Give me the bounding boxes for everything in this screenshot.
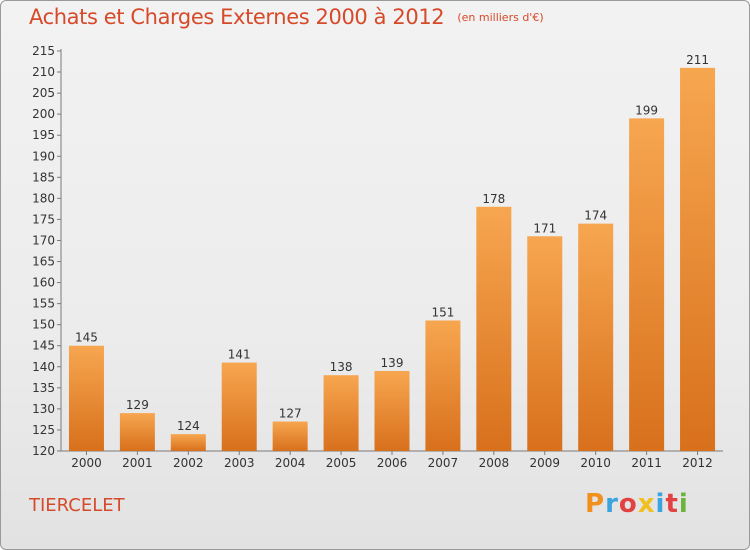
data-label-2002: 124 xyxy=(177,419,200,433)
y-tick-label: 165 xyxy=(32,255,55,269)
y-tick-label: 175 xyxy=(32,212,55,226)
bar-2011 xyxy=(629,118,665,452)
bar-2001 xyxy=(119,413,155,451)
y-tick-label: 185 xyxy=(32,170,55,184)
chart-title: Achats et Charges Externes 2000 à 2012 (… xyxy=(29,5,544,29)
y-tick-label: 125 xyxy=(32,423,55,437)
y-tick-label: 130 xyxy=(32,402,55,416)
y-tick-label: 200 xyxy=(32,107,55,121)
logo-letter: t xyxy=(665,489,679,519)
chart-title-main: Achats et Charges Externes 2000 à 2012 xyxy=(29,5,445,29)
y-tick-label: 155 xyxy=(32,297,55,311)
y-tick-label: 210 xyxy=(32,65,55,79)
x-tick-label: 2001 xyxy=(122,456,153,470)
y-tick-label: 160 xyxy=(32,276,55,290)
bar-2003 xyxy=(221,362,257,451)
x-tick-label: 2010 xyxy=(580,456,611,470)
data-label-2005: 138 xyxy=(330,360,353,374)
y-tick-label: 190 xyxy=(32,149,55,163)
logo-letter: i xyxy=(655,489,666,519)
chart-axes: 120 125 130 135 140 145 150 155 160 165 170 175 180 1… xyxy=(32,44,723,470)
data-label-2010: 174 xyxy=(584,209,607,223)
data-label-2006: 139 xyxy=(381,356,404,370)
x-tick-label: 2007 xyxy=(428,456,459,470)
bar-2010 xyxy=(578,223,614,451)
logo-letter: i xyxy=(678,489,689,519)
x-tick-label: 2006 xyxy=(377,456,408,470)
bar-2002 xyxy=(170,434,206,451)
y-tick-label: 170 xyxy=(32,233,55,247)
y-tick-label: 145 xyxy=(32,339,55,353)
data-label-2000: 145 xyxy=(75,331,98,345)
bar-2008 xyxy=(476,206,512,451)
x-tick-label: 2008 xyxy=(479,456,510,470)
y-tick-label: 140 xyxy=(32,360,55,374)
data-label-2003: 141 xyxy=(228,348,251,362)
logo-letter: r xyxy=(605,489,619,519)
data-label-2012: 211 xyxy=(686,53,709,67)
x-tick-label: 2004 xyxy=(275,456,306,470)
bar-2012 xyxy=(680,67,716,451)
y-tick-label: 205 xyxy=(32,86,55,100)
data-label-2011: 199 xyxy=(635,103,658,117)
y-tick-label: 180 xyxy=(32,191,55,205)
chart-title-unit: (en milliers d'€) xyxy=(457,11,544,24)
x-tick-label: 2011 xyxy=(631,456,662,470)
bar-2009 xyxy=(527,236,563,451)
x-tick-label: 2005 xyxy=(326,456,357,470)
x-tick-label: 2009 xyxy=(529,456,560,470)
logo-letter: o xyxy=(618,489,638,519)
y-tick-label: 150 xyxy=(32,318,55,332)
bar-2005 xyxy=(323,375,359,451)
x-tick-label: 2002 xyxy=(173,456,204,470)
logo-letter: x xyxy=(637,489,656,519)
y-tick-label: 135 xyxy=(32,381,55,395)
x-tick-label: 2000 xyxy=(71,456,102,470)
y-tick-label: 120 xyxy=(32,444,55,458)
data-label-2008: 178 xyxy=(482,192,505,206)
proxiti-logo: Proxiti xyxy=(585,489,689,519)
data-label-2001: 129 xyxy=(126,398,149,412)
data-label-2004: 127 xyxy=(279,407,302,421)
y-tick-label: 195 xyxy=(32,128,55,142)
chart-bars: 145 129 124 141 127 138 139 151 178 171 174 199 211 xyxy=(68,53,716,452)
x-tick-label: 2012 xyxy=(682,456,713,470)
data-label-2009: 171 xyxy=(533,221,556,235)
x-tick-label: 2003 xyxy=(224,456,255,470)
logo-letter: P xyxy=(585,489,606,519)
bar-2000 xyxy=(68,345,104,451)
bar-2007 xyxy=(425,320,461,451)
y-tick-label: 215 xyxy=(32,44,55,58)
commune-name: TIERCELET xyxy=(29,495,125,516)
data-label-2007: 151 xyxy=(431,305,454,319)
bar-2004 xyxy=(272,421,308,451)
bar-2006 xyxy=(374,371,410,451)
